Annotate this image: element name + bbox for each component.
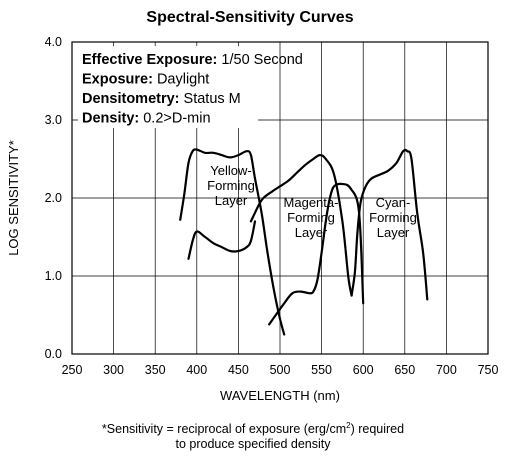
magenta-forming-forming-layer-curve bbox=[268, 182, 365, 326]
x-tick-label: 650 bbox=[394, 363, 415, 377]
yellow-forming-forming-layer-curve bbox=[179, 148, 286, 336]
exposure-info-box-background bbox=[78, 46, 258, 128]
cyan-forming-forming-layer-curve bbox=[350, 148, 429, 301]
footnote-line-1: *Sensitivity = reciprocal of exposure (e… bbox=[0, 418, 506, 437]
yellow-forming-forming-layer-label: Layer bbox=[215, 193, 248, 208]
exposure-info-value: Daylight bbox=[153, 72, 209, 88]
exposure-info-value: Status M bbox=[180, 91, 241, 107]
x-tick-label: 700 bbox=[436, 363, 457, 377]
tick-labels: 250 300 350 400 450 500 550 600 650 700 750 0.0 1.0 2… bbox=[45, 35, 499, 377]
x-tick-label: 400 bbox=[186, 363, 207, 377]
x-tick-label: 300 bbox=[103, 363, 124, 377]
y-tick-label: 1.0 bbox=[45, 269, 62, 283]
cyan-forming-forming-layer-label: Forming bbox=[369, 210, 417, 225]
x-tick-label: 600 bbox=[353, 363, 374, 377]
footnote-line-2: to produce specified density bbox=[175, 437, 331, 452]
footnote-text-end: ) required bbox=[350, 422, 405, 437]
magenta-forming-forming-layer-label: Layer bbox=[295, 225, 328, 240]
y-tick-label: 2.0 bbox=[45, 191, 62, 205]
plot-frame bbox=[71, 41, 489, 355]
cyan-forming-forming-layer-label: Layer bbox=[377, 225, 410, 240]
exposure-info-line: Density: 0.2>D-min bbox=[82, 111, 211, 127]
magenta-forming-forming-layer-label: Forming bbox=[287, 210, 335, 225]
exposure-info-value: 1/50 Second bbox=[217, 52, 302, 68]
x-tick-label: 500 bbox=[270, 363, 291, 377]
exposure-info-key: Effective Exposure: bbox=[82, 52, 217, 68]
yellow-forming-forming-layer-curve bbox=[187, 220, 257, 260]
exposure-info-key: Densitometry: bbox=[82, 91, 180, 107]
y-tick-label: 0.0 bbox=[45, 347, 62, 361]
magenta-forming-forming-layer-curve bbox=[249, 154, 353, 297]
footnote-superscript: 2 bbox=[346, 421, 351, 430]
x-tick-label: 550 bbox=[311, 363, 332, 377]
sensitivity-curves bbox=[179, 148, 429, 336]
x-tick-label: 350 bbox=[145, 363, 166, 377]
exposure-info-key: Exposure: bbox=[82, 72, 153, 88]
x-tick-label: 450 bbox=[228, 363, 249, 377]
magenta-forming-forming-layer-label: Magenta- bbox=[284, 195, 339, 210]
yellow-forming-forming-layer-label: Forming bbox=[207, 178, 255, 193]
chart-title: Spectral-Sensitivity Curves bbox=[146, 9, 353, 26]
x-tick-label: 750 bbox=[478, 363, 499, 377]
exposure-info-line: Densitometry: Status M bbox=[82, 91, 241, 107]
exposure-info-key: Density: bbox=[82, 111, 139, 127]
y-tick-label: 3.0 bbox=[45, 113, 62, 127]
exposure-info-value: 0.2>D-min bbox=[139, 111, 210, 127]
exposure-info-line: Exposure: Daylight bbox=[82, 72, 209, 88]
cyan-forming-forming-layer-label: Cyan- bbox=[376, 195, 411, 210]
x-tick-label: 250 bbox=[62, 363, 83, 377]
x-axis-label: WAVELENGTH (nm) bbox=[220, 388, 340, 403]
exposure-info-box: Effective Exposure: 1/50 Second Exposure:… bbox=[78, 46, 303, 128]
yellow-forming-forming-layer-label: Yellow- bbox=[210, 163, 251, 178]
footnote-text-start: *Sensitivity = reciprocal of exposure (e… bbox=[101, 422, 347, 437]
y-tick-label: 4.0 bbox=[45, 35, 62, 49]
exposure-info-line: Effective Exposure: 1/50 Second bbox=[82, 52, 303, 68]
y-axis-label: LOG SENSITIVITY* bbox=[6, 140, 21, 256]
footnote: *Sensitivity = reciprocal of exposure (e… bbox=[0, 418, 506, 452]
